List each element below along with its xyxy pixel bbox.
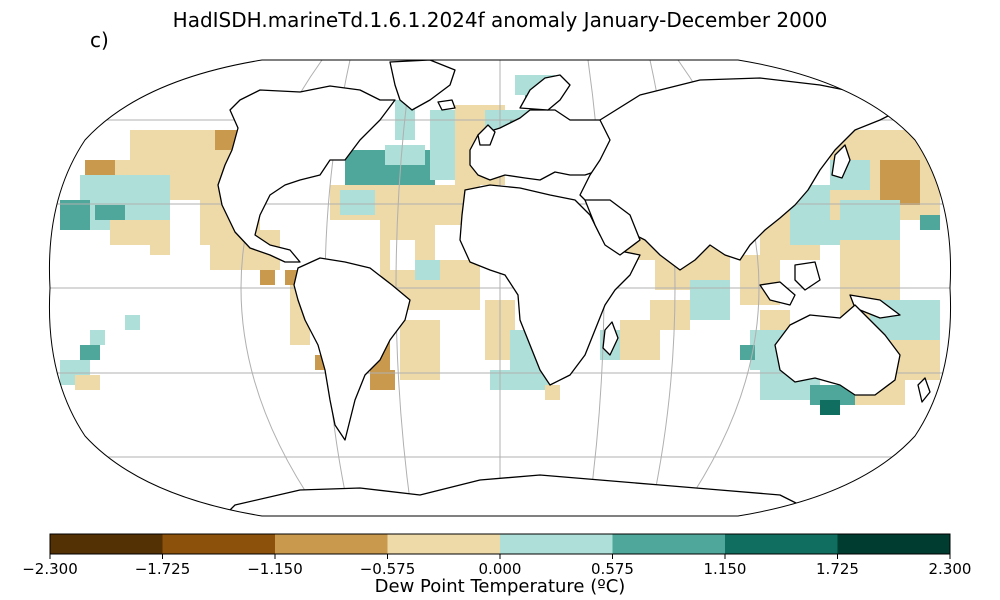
arabia: [584, 199, 641, 256]
colorbar-cell: [50, 534, 163, 554]
colorbar-label: Dew Point Temperature (ºC): [375, 576, 626, 597]
africa: [459, 184, 641, 386]
colorbar-ticks: −2.300 −1.725 −1.150 −0.575 0.000 0.575 1.150 1…: [22, 554, 971, 578]
chart-title: HadISDH.marineTd.1.6.1.2024f anomaly Jan…: [172, 8, 828, 32]
globe-outline: [48, 59, 952, 517]
north-america: [217, 85, 396, 263]
colorbar-tick-label: −2.300: [22, 560, 78, 578]
british-isles: [477, 124, 496, 146]
colorbar-tick-label: −1.150: [247, 560, 303, 578]
south-america: [293, 257, 411, 441]
australia: [774, 304, 901, 396]
iceland: [437, 99, 456, 111]
scandinavia: [519, 74, 571, 111]
colorbar-tick-label: 2.300: [929, 560, 972, 578]
colorbar-cell: [500, 534, 613, 554]
colorbar-tick-label: 1.725: [816, 560, 859, 578]
panel-label: c): [90, 28, 109, 52]
colorbar-tick-label: −0.575: [360, 560, 416, 578]
madagascar: [602, 321, 619, 356]
colorbar-cell: [387, 534, 501, 554]
colorbar-tick-label: 1.150: [704, 560, 747, 578]
world-map: [48, 59, 952, 517]
colorbar-cells: [50, 534, 951, 554]
borneo: [794, 261, 821, 291]
colorbar-tick-label: 0.575: [591, 560, 634, 578]
colorbar-cell: [612, 534, 726, 554]
greenland: [389, 60, 456, 111]
coastlines: [217, 60, 931, 516]
colorbar-cell: [162, 534, 276, 554]
colorbar-cell: [725, 534, 838, 554]
antarctica: [219, 474, 801, 516]
japan: [831, 144, 851, 179]
colorbar-cell: [275, 534, 388, 554]
colorbar-tick-label: 0.000: [479, 560, 522, 578]
new-zealand: [917, 377, 931, 403]
indonesia: [759, 281, 796, 306]
colorbar-cell: [837, 534, 951, 554]
colorbar-tick-label: −1.725: [135, 560, 191, 578]
